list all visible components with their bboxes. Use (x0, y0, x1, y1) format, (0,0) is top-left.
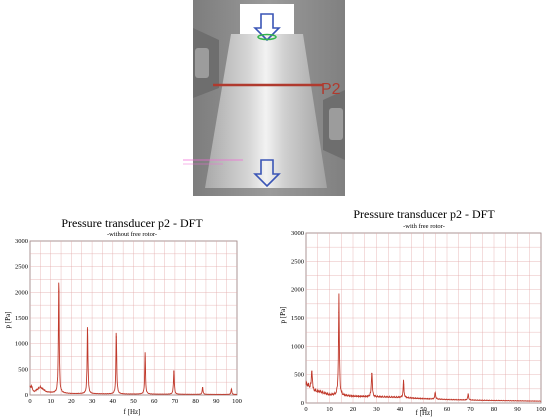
left-pipe (195, 48, 209, 78)
x-tick-label: 0 (304, 406, 307, 413)
peak-point (31, 386, 33, 388)
x-tick-label: 10 (47, 398, 54, 405)
x-tick-label: 50 (130, 398, 137, 405)
grid (305, 232, 542, 404)
peak-point (86, 329, 89, 331)
peak-point (371, 372, 373, 375)
peak-point (202, 387, 204, 389)
peak-point (402, 383, 405, 385)
x-tick-label: 20 (68, 398, 75, 405)
peak-point (58, 290, 60, 292)
y-tick-label: 2500 (291, 258, 304, 265)
chart-title: Pressure transducer p2 - DFT (61, 216, 203, 230)
y-tick-label: 0 (25, 392, 28, 399)
x-tick-label: 30 (373, 406, 380, 413)
x-tick-label: 50 (420, 406, 427, 413)
y-tick-label: 1000 (15, 341, 28, 348)
peak-point (311, 370, 313, 372)
x-tick-label: 40 (397, 406, 404, 413)
y-tick-label: 1500 (15, 315, 28, 322)
y-tick-label: 3000 (15, 238, 28, 245)
y-tick-label: 2500 (15, 264, 28, 271)
y-tick-label: 500 (294, 372, 304, 379)
peak-point (338, 311, 340, 313)
y-tick-label: 1000 (291, 343, 304, 350)
y-tick-label: 2000 (15, 289, 28, 296)
cone-body (205, 34, 327, 188)
outlet-arrow-icon (253, 159, 281, 188)
x-tick-label: 60 (151, 398, 158, 405)
peak-point (115, 336, 117, 338)
chart-with-rotor: Pressure transducer p2 - DFT -with free … (279, 207, 546, 417)
spectrum-line (305, 293, 542, 402)
top-outlet (240, 4, 294, 34)
x-tick-label: 70 (467, 406, 474, 413)
y-tick-label: 500 (18, 366, 28, 373)
peak-point (434, 392, 436, 394)
x-tick-label: 10 (326, 406, 333, 413)
y-tick-label: 2000 (291, 287, 304, 294)
tick-labels: 0 10 20 30 40 50 60 70 80 90 100050010001500200025… (15, 238, 242, 405)
draft-tube-render: P2 (183, 0, 345, 196)
right-pipe (329, 108, 343, 140)
y-tick-label: 1500 (291, 315, 304, 322)
chart-subtitle: -without free rotor- (107, 231, 157, 238)
x-tick-label: 20 (350, 406, 357, 413)
peak-point (173, 371, 175, 373)
y-tick-label: 0 (301, 400, 304, 407)
x-tick-label: 90 (213, 398, 220, 405)
chart-without-rotor: Pressure transducer p2 - DFT -without fr… (4, 216, 242, 416)
grid (29, 240, 238, 396)
peak-point (467, 394, 469, 396)
inlet-arrow-icon (253, 13, 281, 42)
x-tick-label: 0 (28, 398, 31, 405)
y-tick-label: 3000 (291, 230, 304, 237)
p2-label: P2 (321, 81, 341, 98)
plot-area (305, 293, 542, 402)
chart-subtitle: -with free rotor- (403, 223, 445, 230)
inlet-marker (257, 33, 277, 41)
x-tick-label: 80 (491, 406, 498, 413)
peak-point (230, 388, 233, 390)
x-tick-label: 30 (89, 398, 96, 405)
plot-area (29, 282, 238, 395)
x-tick-label: 100 (536, 406, 546, 413)
y-axis-label: p [Pa] (279, 307, 287, 324)
chart-title: Pressure transducer p2 - DFT (353, 207, 495, 221)
x-tick-label: 90 (514, 406, 521, 413)
x-axis-label: f [Hz] (416, 409, 433, 417)
y-axis-label: p [Pa] (4, 312, 12, 329)
peak-point (144, 357, 146, 359)
x-tick-label: 70 (172, 398, 179, 405)
x-tick-label: 40 (110, 398, 117, 405)
x-tick-label: 100 (232, 398, 242, 405)
x-axis-label: f [Hz] (124, 408, 141, 416)
tick-labels: 0 10 20 30 40 50 60 70 80 90 100050010001500200025… (291, 230, 546, 413)
x-tick-label: 80 (192, 398, 199, 405)
x-tick-label: 60 (444, 406, 451, 413)
